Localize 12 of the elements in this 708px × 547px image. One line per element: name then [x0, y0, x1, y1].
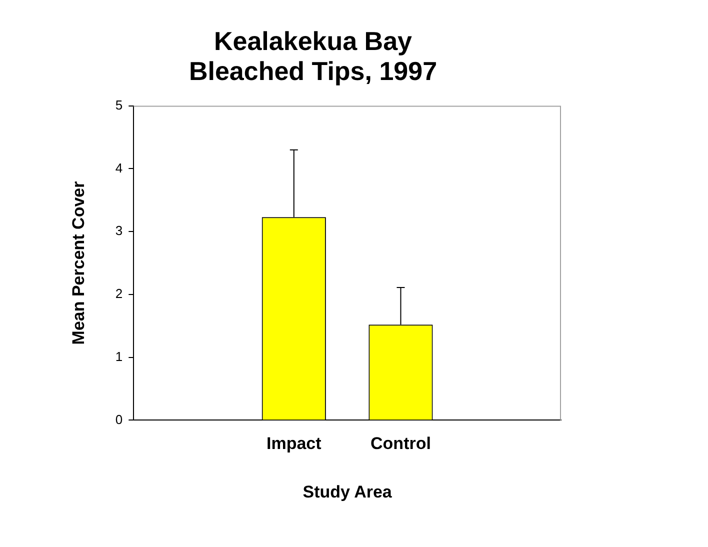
y-tick-label: 5 [115, 97, 123, 112]
x-axis-title: Study Area [302, 482, 392, 502]
y-tick-label: 4 [115, 160, 123, 176]
y-tick-label: 1 [115, 348, 123, 364]
y-tick-label: 2 [115, 286, 123, 302]
y-axis-title: Mean Percent Cover [68, 180, 88, 345]
text: Kealakekua Bay [214, 26, 412, 56]
y-tick-label: 3 [115, 223, 123, 238]
y-tick-label: 0 [115, 412, 123, 427]
x-tick-label: Impact [266, 434, 322, 454]
x-tick-label: Control [370, 434, 431, 454]
text: Bleached Tips, 1997 [188, 56, 438, 86]
